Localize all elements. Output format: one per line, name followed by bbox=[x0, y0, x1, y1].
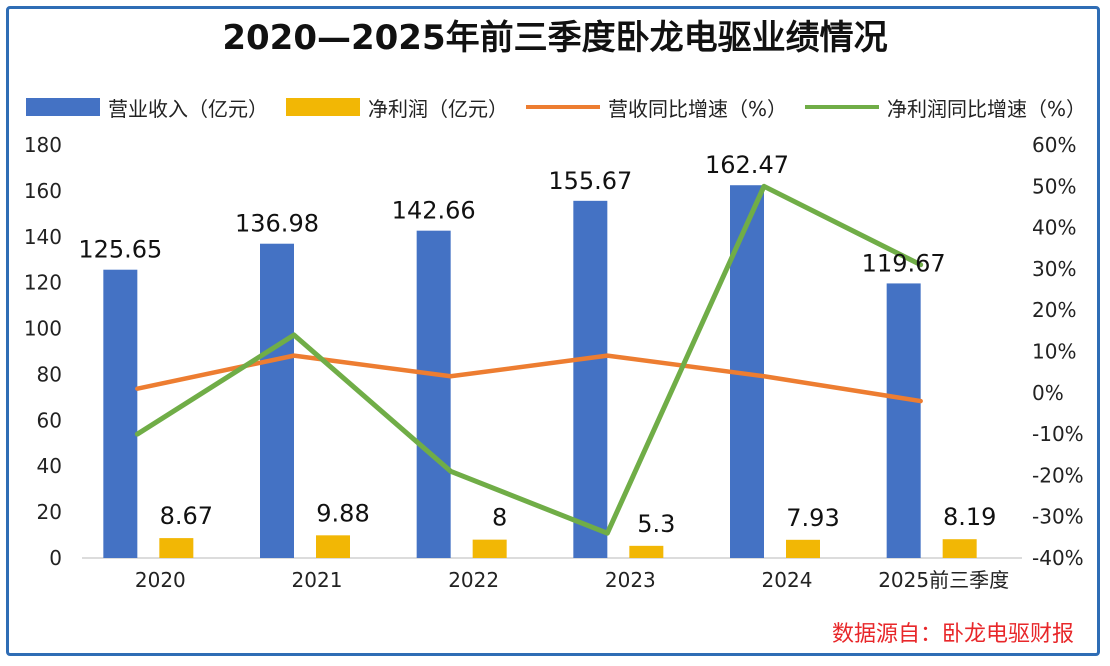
bar-profit bbox=[316, 535, 350, 558]
y-right-tick-label: -10% bbox=[1032, 422, 1084, 446]
legend-item-revenue-growth: 营收同比增速（%） bbox=[526, 93, 787, 122]
legend-label-revenue: 营业收入（亿元） bbox=[108, 96, 268, 121]
data-label-profit: 8.67 bbox=[160, 502, 213, 530]
data-label-profit: 5.3 bbox=[637, 510, 675, 538]
y-left-tick-label: 160 bbox=[24, 179, 62, 203]
legend-label-profit-growth: 净利润同比增速（%） bbox=[887, 96, 1087, 121]
bar-profit bbox=[942, 539, 977, 558]
x-tick-label: 2020 bbox=[135, 568, 186, 592]
y-left-tick-label: 20 bbox=[37, 500, 62, 524]
data-label-revenue: 136.98 bbox=[235, 210, 319, 238]
y-right-tick-label: 60% bbox=[1032, 133, 1076, 157]
x-tick-label: 2021 bbox=[292, 568, 343, 592]
y-right-tick-label: 0% bbox=[1032, 381, 1064, 405]
x-tick-label: 2022 bbox=[448, 568, 499, 592]
y-left-tick-label: 120 bbox=[24, 271, 62, 295]
legend-item-revenue: 营业收入（亿元） bbox=[26, 93, 268, 122]
y-right-tick-label: -20% bbox=[1032, 463, 1084, 487]
source-note: 数据源自：卧龙电驱财报 bbox=[831, 622, 1074, 647]
bar-profit bbox=[629, 545, 664, 558]
y-right-tick-label: 30% bbox=[1032, 257, 1076, 281]
bar-revenue bbox=[260, 243, 294, 558]
line-profit-growth bbox=[134, 183, 924, 536]
y-right-tick-label: 40% bbox=[1032, 216, 1076, 240]
line-revenue-growth bbox=[135, 353, 923, 404]
bar-revenue bbox=[416, 230, 451, 558]
y-left-tick-label: 100 bbox=[24, 317, 62, 341]
legend-swatch-revenue-growth bbox=[526, 105, 600, 109]
legend-label-profit: 净利润（亿元） bbox=[368, 96, 508, 121]
x-tick-label: 2025前三季度 bbox=[878, 568, 1009, 592]
data-label-profit: 7.93 bbox=[786, 504, 839, 532]
bar-profit bbox=[786, 539, 820, 558]
data-label-profit: 9.88 bbox=[316, 499, 369, 527]
data-label-revenue: 125.65 bbox=[78, 236, 162, 264]
y-left-tick-label: 40 bbox=[37, 454, 62, 478]
chart-title: 2020—2025年前三季度卧龙电驱业绩情况 bbox=[222, 18, 888, 58]
legend-item-profit: 净利润（亿元） bbox=[286, 93, 508, 122]
bar-revenue bbox=[573, 200, 608, 558]
data-label-revenue: 162.47 bbox=[705, 151, 789, 179]
x-tick-label: 2023 bbox=[605, 568, 656, 592]
data-label-revenue: 119.67 bbox=[862, 249, 946, 277]
data-label-revenue: 142.66 bbox=[392, 197, 476, 225]
y-right-tick-label: -40% bbox=[1032, 546, 1084, 570]
y-right-tick-label: 10% bbox=[1032, 340, 1076, 364]
y-left-tick-label: 180 bbox=[24, 133, 62, 157]
legend-swatch-revenue bbox=[26, 98, 100, 116]
data-label-revenue: 155.67 bbox=[548, 167, 632, 195]
y-right-tick-label: 20% bbox=[1032, 298, 1076, 322]
legend-swatch-profit bbox=[286, 98, 360, 116]
data-label-profit: 8.19 bbox=[943, 503, 996, 531]
legend-item-profit-growth: 净利润同比增速（%） bbox=[805, 93, 1086, 122]
y-right-tick-label: -30% bbox=[1032, 505, 1084, 529]
y-left-tick-label: 60 bbox=[37, 408, 62, 432]
bar-revenue bbox=[103, 269, 138, 558]
y-right-tick-label: 50% bbox=[1032, 174, 1076, 198]
bar-revenue bbox=[886, 283, 921, 558]
y-left-tick-label: 0 bbox=[49, 546, 62, 570]
legend: 营业收入（亿元） 净利润（亿元） 营收同比增速（%） 净利润同比增速（%） bbox=[26, 92, 1104, 122]
data-label-profit: 8 bbox=[492, 504, 507, 532]
x-tick-label: 2024 bbox=[762, 568, 813, 592]
bar-profit bbox=[159, 538, 194, 558]
legend-swatch-profit-growth bbox=[805, 105, 880, 109]
y-left-tick-label: 80 bbox=[37, 362, 62, 386]
legend-label-revenue-growth: 营收同比增速（%） bbox=[608, 96, 788, 121]
bar-profit bbox=[472, 539, 507, 558]
y-left-tick-label: 140 bbox=[24, 225, 62, 249]
